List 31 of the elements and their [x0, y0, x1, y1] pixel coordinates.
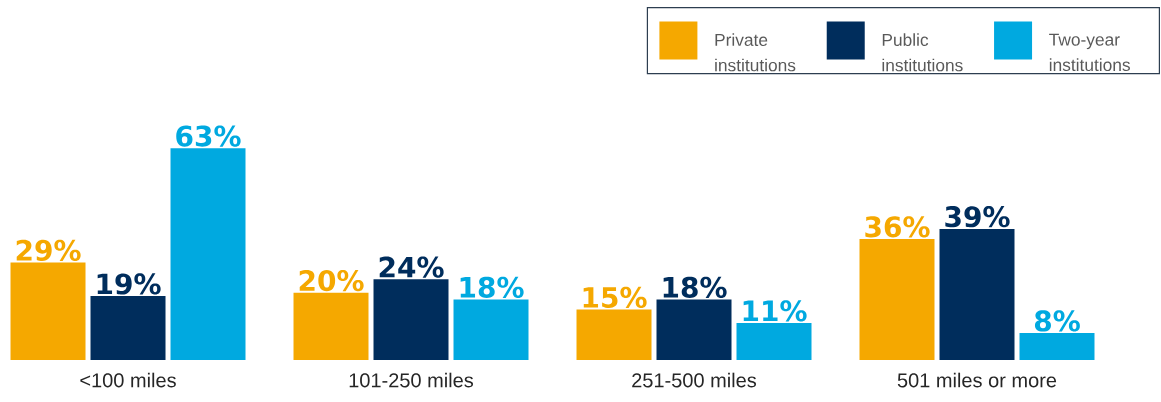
data-label: 18%	[460, 276, 524, 298]
data-label: 20%	[299, 269, 364, 292]
data-label: 18%	[663, 276, 727, 298]
bar	[576, 309, 652, 360]
bar	[656, 299, 732, 360]
x-tick-label: 251-500 miles	[632, 372, 757, 388]
bar	[939, 228, 1015, 360]
bar	[736, 323, 812, 360]
x-tick-label: 101-250 miles	[349, 372, 474, 388]
data-label: 39%	[945, 206, 1010, 228]
data-label: 36%	[865, 216, 930, 238]
bar	[373, 279, 449, 360]
data-label: 19%	[97, 273, 161, 295]
bar	[10, 262, 86, 360]
bar	[170, 148, 246, 360]
bar	[293, 292, 369, 360]
data-label: 15%	[583, 286, 647, 308]
x-tick-label: <100 miles	[80, 372, 176, 388]
data-label: 24%	[379, 256, 444, 278]
legend-label: Public institutions	[882, 33, 963, 72]
legend-label: Private institutions	[715, 33, 796, 72]
data-label: 8%	[1034, 310, 1080, 332]
data-label: 29%	[16, 239, 81, 261]
data-label: 63%	[176, 125, 241, 147]
bar	[859, 238, 935, 360]
bar	[90, 296, 166, 360]
bar	[453, 299, 529, 360]
data-label: 11%	[743, 300, 807, 322]
legend-label: Two-year institutions	[1049, 33, 1130, 72]
x-tick-label: 501 miles or more	[897, 372, 1057, 388]
bar	[1019, 333, 1095, 360]
